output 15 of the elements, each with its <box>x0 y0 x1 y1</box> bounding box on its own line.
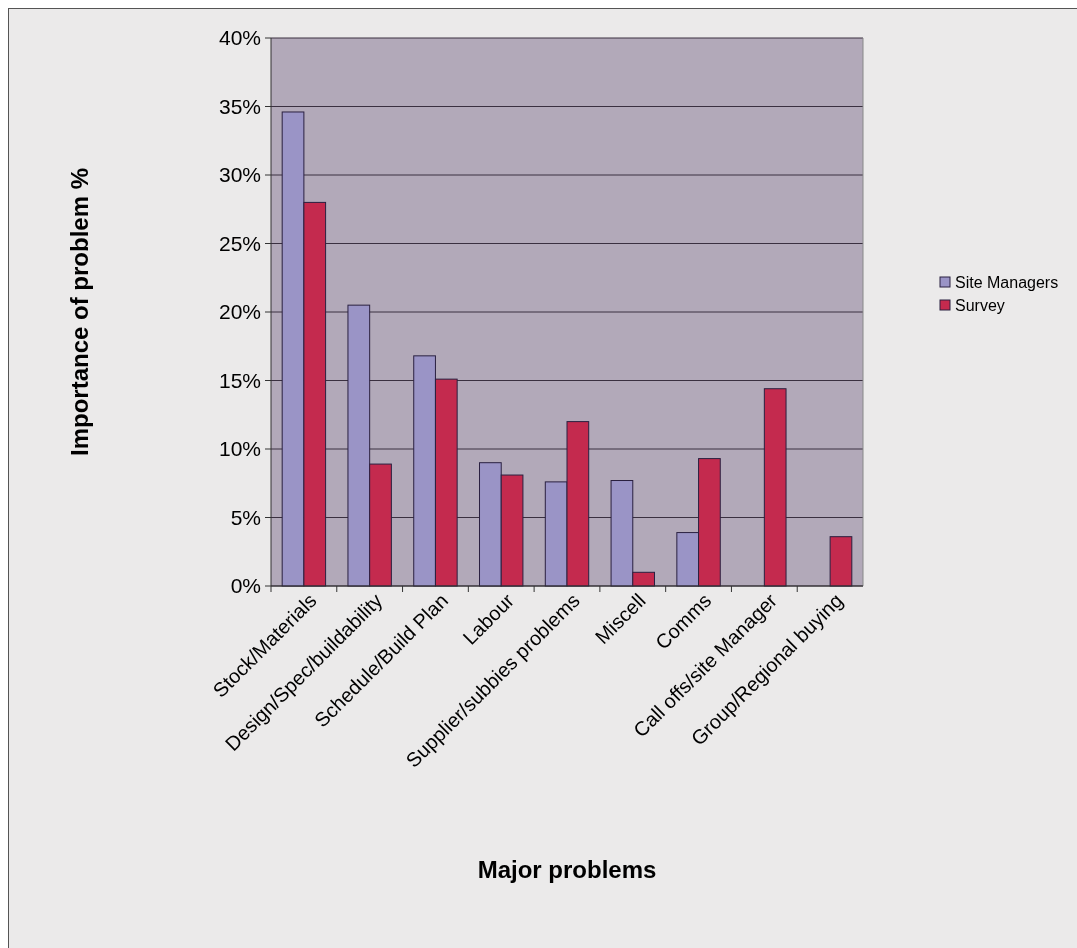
y-tick-label: 40% <box>218 26 261 50</box>
y-tick-label: 0% <box>230 574 261 598</box>
y-tick-label: 25% <box>218 231 261 255</box>
legend-label: Survey <box>955 296 1005 314</box>
bar <box>763 388 787 587</box>
x-axis-title: Major problems <box>477 856 657 883</box>
y-axis-title: Importance of problem % <box>66 167 93 457</box>
y-tick-label: 10% <box>218 437 261 461</box>
y-tick-label: 15% <box>218 368 261 392</box>
y-tick-label: 30% <box>218 163 261 187</box>
legend-label: Site Managers <box>955 273 1059 291</box>
bar <box>829 536 853 587</box>
y-tick-label: 20% <box>218 300 261 324</box>
y-tick-label: 5% <box>230 505 261 529</box>
y-tick-label: 35% <box>218 94 261 118</box>
